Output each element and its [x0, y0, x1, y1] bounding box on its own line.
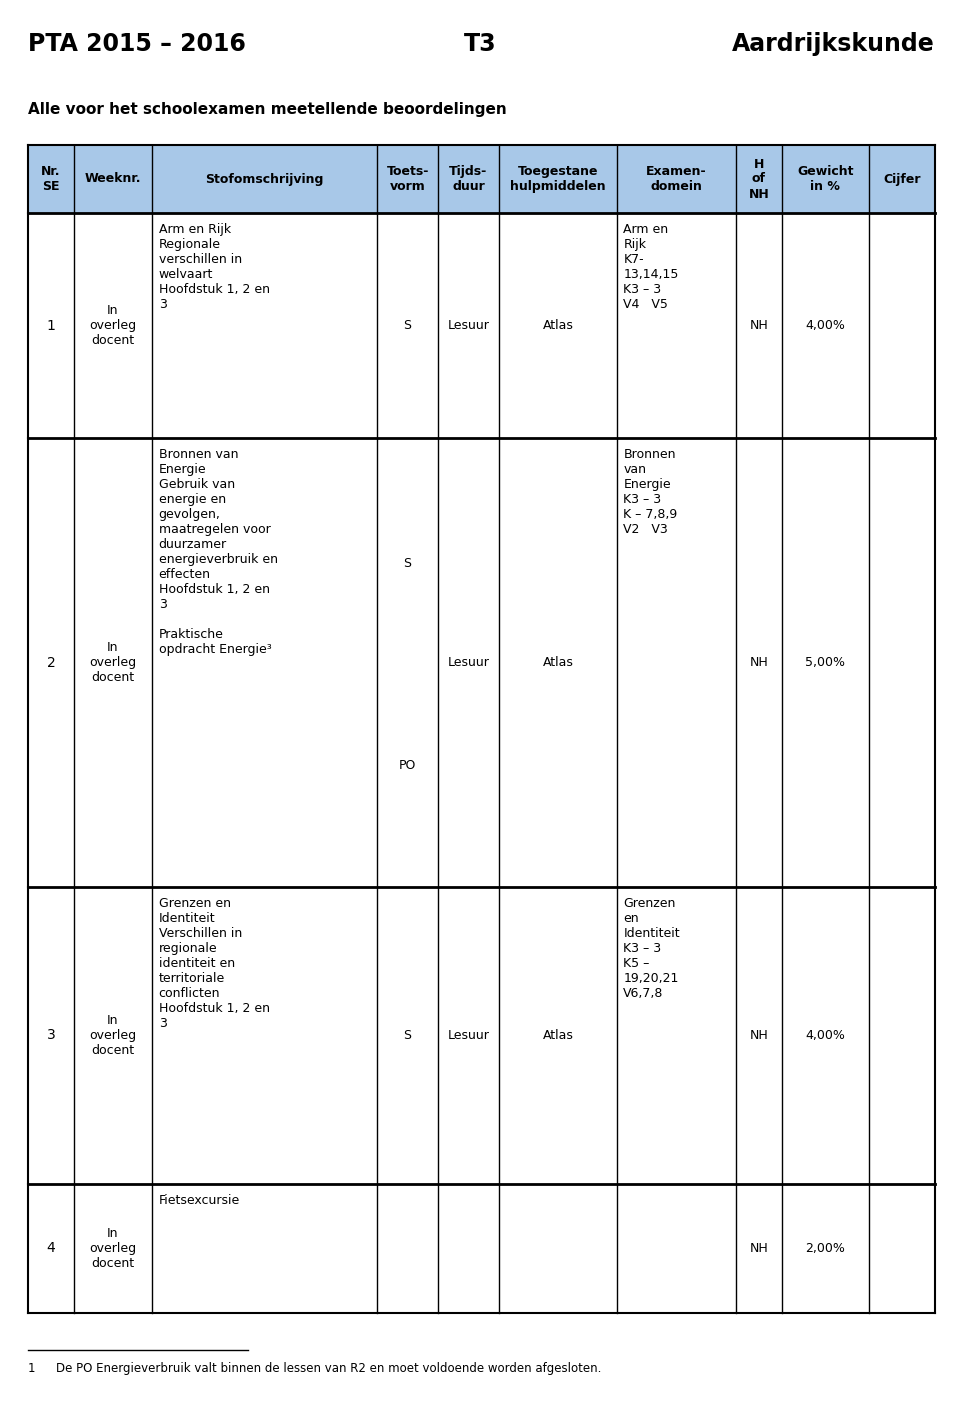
Text: Lesuur: Lesuur — [447, 1029, 490, 1042]
Text: Tijds-
duur: Tijds- duur — [449, 165, 488, 194]
Text: Bronnen
van
Energie
K3 – 3
K – 7,8,9
V2   V3: Bronnen van Energie K3 – 3 K – 7,8,9 V2 … — [623, 448, 678, 536]
Text: H
of
NH: H of NH — [749, 158, 769, 201]
Text: NH: NH — [750, 319, 768, 332]
Text: Grenzen en
Identiteit
Verschillen in
regionale
identiteit en
territoriale
confli: Grenzen en Identiteit Verschillen in reg… — [158, 896, 270, 1030]
Text: 4: 4 — [47, 1241, 56, 1255]
Text: Toegestane
hulpmiddelen: Toegestane hulpmiddelen — [510, 165, 606, 194]
Text: 1: 1 — [28, 1362, 36, 1375]
Text: Nr.
SE: Nr. SE — [41, 165, 60, 194]
Text: NH: NH — [750, 1242, 768, 1255]
Text: In
overleg
docent: In overleg docent — [89, 642, 136, 684]
Text: 1: 1 — [47, 319, 56, 333]
Text: Gewicht
in %: Gewicht in % — [797, 165, 853, 194]
Text: Arm en Rijk
Regionale
verschillen in
welvaart
Hoofdstuk 1, 2 en
3: Arm en Rijk Regionale verschillen in wel… — [158, 223, 270, 312]
Text: 5,00%: 5,00% — [805, 656, 846, 669]
Text: Arm en
Rijk
K7-
13,14,15
K3 – 3
V4   V5: Arm en Rijk K7- 13,14,15 K3 – 3 V4 V5 — [623, 223, 679, 312]
Text: Fietsexcursie: Fietsexcursie — [158, 1194, 240, 1207]
Text: In
overleg
docent: In overleg docent — [89, 1013, 136, 1057]
Text: Cijfer: Cijfer — [883, 172, 921, 185]
Text: Examen-
domein: Examen- domein — [646, 165, 707, 194]
Text: De PO Energieverbruik valt binnen de lessen van R2 en moet voldoende worden afge: De PO Energieverbruik valt binnen de les… — [56, 1362, 601, 1375]
Text: 2: 2 — [47, 656, 56, 670]
Text: Weeknr.: Weeknr. — [84, 172, 141, 185]
Text: NH: NH — [750, 656, 768, 669]
Text: 3: 3 — [47, 1029, 56, 1042]
Text: NH: NH — [750, 1029, 768, 1042]
Text: Toets-
vorm: Toets- vorm — [386, 165, 429, 194]
Text: Lesuur: Lesuur — [447, 319, 490, 332]
Bar — [28, 145, 935, 213]
Text: 2,00%: 2,00% — [805, 1242, 846, 1255]
Text: T3: T3 — [464, 31, 496, 55]
Text: PO: PO — [399, 760, 417, 773]
Text: Atlas: Atlas — [542, 656, 573, 669]
Text: In
overleg
docent: In overleg docent — [89, 1227, 136, 1269]
Text: Alle voor het schoolexamen meetellende beoordelingen: Alle voor het schoolexamen meetellende b… — [28, 102, 507, 117]
Text: In
overleg
docent: In overleg docent — [89, 305, 136, 347]
Text: PTA 2015 – 2016: PTA 2015 – 2016 — [28, 31, 246, 55]
Text: S: S — [403, 319, 412, 332]
Text: S: S — [403, 558, 412, 571]
Text: Stofomschrijving: Stofomschrijving — [205, 172, 324, 185]
Text: S: S — [403, 1029, 412, 1042]
Text: Grenzen
en
Identiteit
K3 – 3
K5 –
19,20,21
V6,7,8: Grenzen en Identiteit K3 – 3 K5 – 19,20,… — [623, 896, 680, 1000]
Text: Aardrijkskunde: Aardrijkskunde — [732, 31, 935, 55]
Text: Atlas: Atlas — [542, 319, 573, 332]
Text: 4,00%: 4,00% — [805, 319, 846, 332]
Text: 4,00%: 4,00% — [805, 1029, 846, 1042]
Text: Lesuur: Lesuur — [447, 656, 490, 669]
Text: Atlas: Atlas — [542, 1029, 573, 1042]
Text: Bronnen van
Energie
Gebruik van
energie en
gevolgen,
maatregelen voor
duurzamer
: Bronnen van Energie Gebruik van energie … — [158, 448, 277, 656]
